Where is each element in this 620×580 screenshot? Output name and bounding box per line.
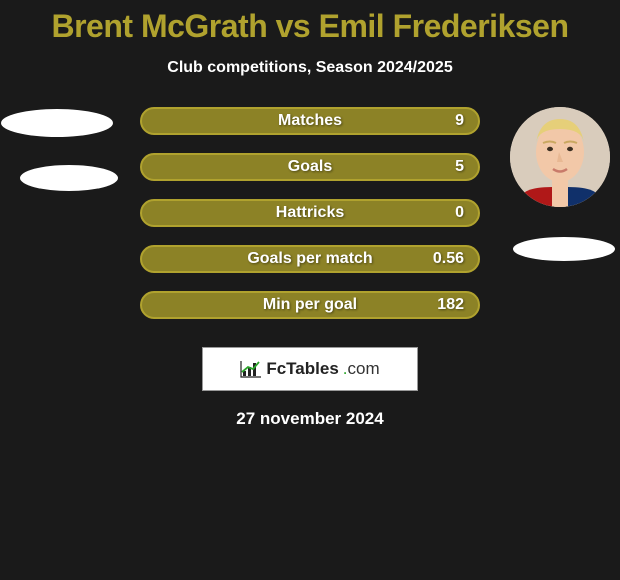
player-right	[500, 107, 620, 261]
stat-bar-goals: Goals 5	[140, 153, 480, 181]
stat-label: Min per goal	[263, 296, 357, 314]
player-avatar	[510, 107, 610, 207]
stat-label: Goals	[288, 158, 332, 176]
stat-value: 9	[455, 112, 464, 130]
stat-label: Matches	[278, 112, 342, 130]
subtitle: Club competitions, Season 2024/2025	[167, 59, 452, 77]
stat-bar-mpg: Min per goal 182	[140, 291, 480, 319]
player-left-placeholder	[0, 107, 120, 191]
snapshot-date: 27 november 2024	[236, 409, 383, 429]
stat-value: 5	[455, 158, 464, 176]
logo-suffix: .com	[343, 359, 380, 379]
stat-bar-gpm: Goals per match 0.56	[140, 245, 480, 273]
logo-suffix-text: com	[348, 359, 380, 378]
placeholder-blob	[1, 109, 113, 137]
placeholder-blob	[20, 165, 118, 191]
stat-label: Goals per match	[247, 250, 372, 268]
stat-bars: Matches 9 Goals 5 Hattricks 0 Goals per …	[140, 107, 480, 319]
source-logo[interactable]: FcTables.com	[202, 347, 418, 391]
stats-area: Matches 9 Goals 5 Hattricks 0 Goals per …	[0, 107, 620, 319]
logo-name: FcTables	[266, 359, 338, 379]
avatar-illustration	[510, 107, 610, 207]
stat-value: 0	[455, 204, 464, 222]
comparison-widget: Brent McGrath vs Emil Frederiksen Club c…	[0, 0, 620, 429]
bar-chart-icon	[240, 360, 262, 378]
stat-bar-matches: Matches 9	[140, 107, 480, 135]
stat-bar-hattricks: Hattricks 0	[140, 199, 480, 227]
placeholder-blob	[513, 237, 615, 261]
stat-value: 0.56	[433, 250, 464, 268]
page-title: Brent McGrath vs Emil Frederiksen	[51, 8, 568, 45]
stat-label: Hattricks	[276, 204, 344, 222]
stat-value: 182	[437, 296, 464, 314]
